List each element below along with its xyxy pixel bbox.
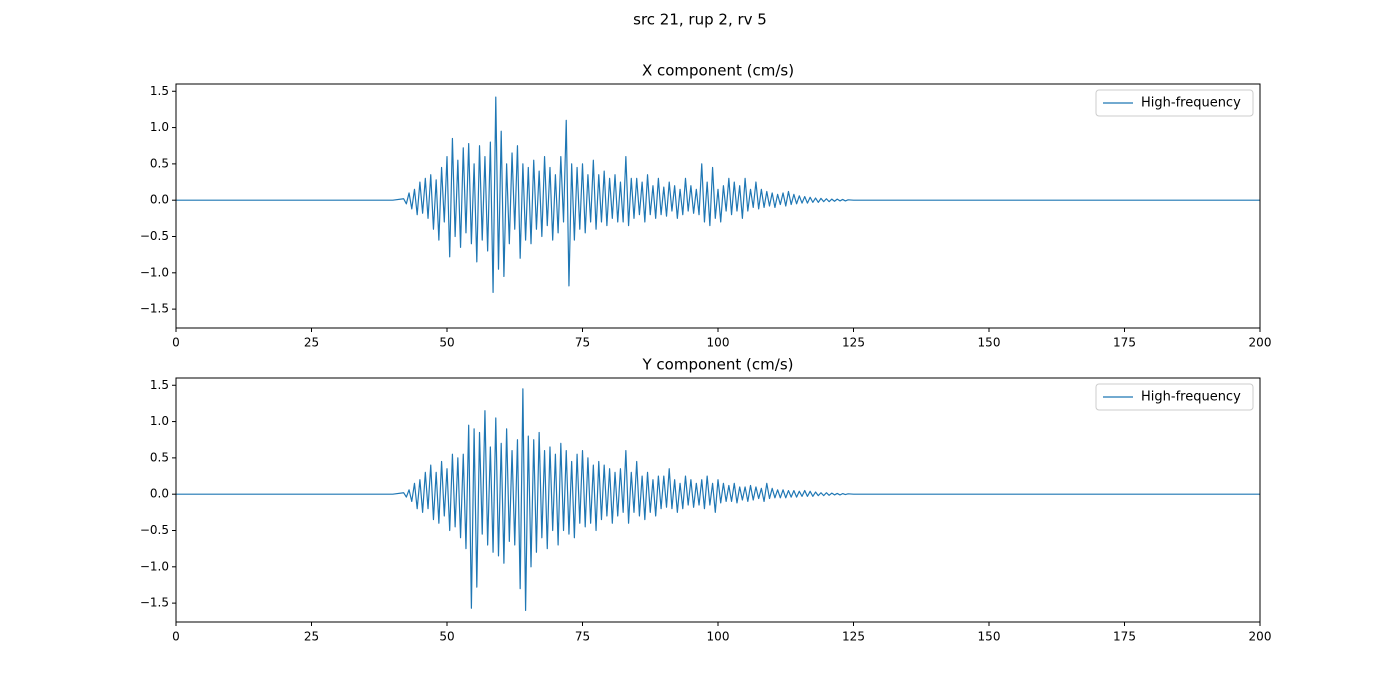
y-tick-label: 1.5	[150, 378, 169, 392]
legend-box	[1095, 89, 1254, 117]
x-tick-label: 175	[1113, 336, 1136, 350]
legend-label: High-frequency	[1141, 390, 1241, 405]
x-tick-label: 50	[439, 336, 454, 350]
x-tick-label: 75	[575, 630, 590, 644]
x-tick-label: 200	[1249, 336, 1272, 350]
y-tick-label: −0.5	[140, 523, 169, 537]
x-tick-label: 150	[978, 336, 1001, 350]
x-tick-label: 200	[1249, 630, 1272, 644]
legend-box	[1095, 383, 1254, 411]
series-line	[176, 388, 1260, 611]
y-tick-label: −1.5	[140, 302, 169, 316]
x-tick-label: 25	[304, 630, 319, 644]
y-tick-label: 0.5	[150, 156, 169, 170]
y-tick-label: 0.0	[150, 487, 169, 501]
y-tick-label: 1.0	[150, 120, 169, 134]
x-tick-label: 100	[707, 630, 730, 644]
figure-title: src 21, rup 2, rv 5	[633, 11, 767, 29]
x-tick-label: 0	[172, 336, 180, 350]
y-tick-label: 1.5	[150, 84, 169, 98]
y-tick-label: 0.0	[150, 193, 169, 207]
y-tick-label: 0.5	[150, 450, 169, 464]
y-tick-label: −1.0	[140, 265, 169, 279]
x-tick-label: 75	[575, 336, 590, 350]
x-tick-label: 125	[842, 630, 865, 644]
x-tick-label: 100	[707, 336, 730, 350]
x-tick-label: 150	[978, 630, 1001, 644]
y-tick-label: 1.0	[150, 414, 169, 428]
x-tick-label: 50	[439, 630, 454, 644]
series-line	[176, 96, 1260, 294]
axes-title: Y component (cm/s)	[642, 356, 794, 374]
y-tick-label: −1.5	[140, 596, 169, 610]
x-tick-label: 0	[172, 630, 180, 644]
x-tick-label: 175	[1113, 630, 1136, 644]
legend-label: High-frequency	[1141, 96, 1241, 111]
y-tick-label: −0.5	[140, 229, 169, 243]
x-tick-label: 25	[304, 336, 319, 350]
y-tick-label: −1.0	[140, 559, 169, 573]
axes-title: X component (cm/s)	[642, 62, 794, 80]
x-tick-label: 125	[842, 336, 865, 350]
